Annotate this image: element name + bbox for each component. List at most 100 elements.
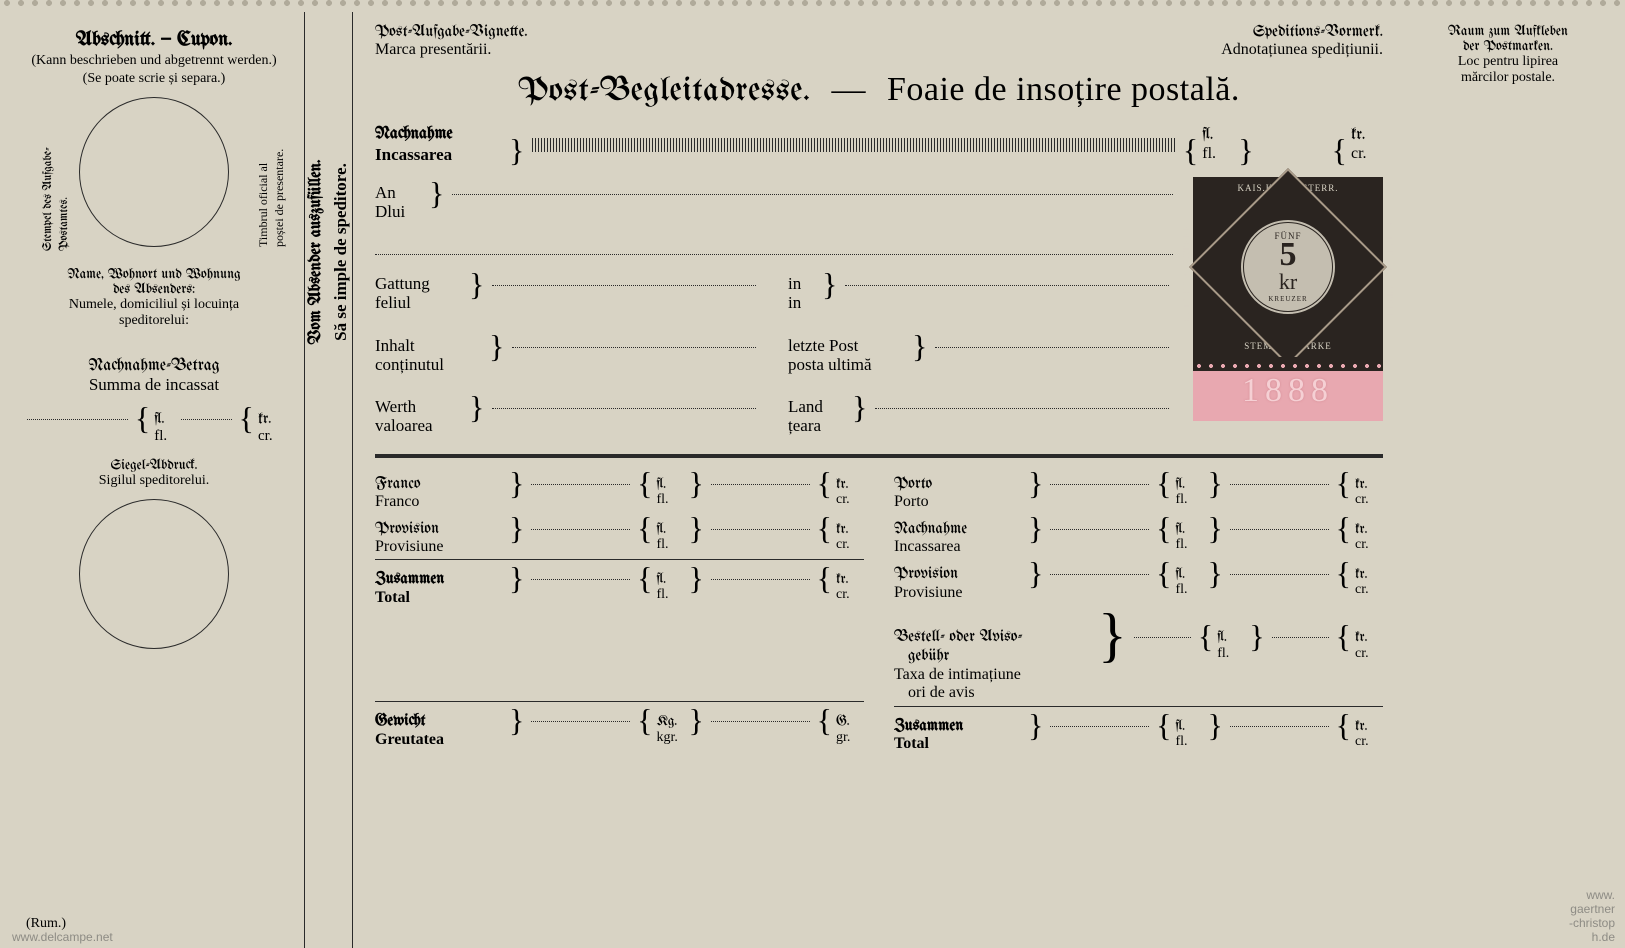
coupon-column: Abschnitt. — Cupon. (Kann beschrieben un… [0,12,305,948]
in-de: in [788,275,818,294]
land-fill [875,408,1169,409]
nc-fl-de: fl. [1202,127,1234,145]
r-provision-ro: Provisiune [894,584,1024,602]
letzte-de: letzte Post [788,337,908,356]
stamp-kreuzer: KREUZER [1268,295,1307,303]
stampnote-de2: der Postmarken. [1413,39,1603,54]
nc-cr-ro: cr. [1351,145,1383,163]
an-ro: Dlui [375,203,425,222]
stamp-value: 5 [1280,241,1297,270]
provision-ro: Provisiune [375,538,505,556]
zusammen-ro: Total [375,589,505,607]
main-column: Post-Aufgabe-Vignette. Marca presentării… [353,12,1405,948]
werth-ro: valoarea [375,417,465,436]
gattung-de: Gattung [375,275,465,294]
sender-de2: des Absenders: [24,282,284,297]
werth-fill [492,408,756,409]
siegel-ro: Sigilul speditorelui. [24,473,284,489]
revenue-stamp: KAIS.KÖN. ÖSTERR. STEMPEL MARKE KAIS.KÖN… [1193,177,1383,427]
stamp-note-column: Raum zum Aufkleben der Postmarken. Loc p… [1405,12,1625,948]
watermark-gaertner: www. gaertner -christop h.de [1569,888,1615,944]
watermark-delcampe: www.delcampe.net [12,930,113,944]
stamp-label-ro2: poștei de presentare. [272,149,288,247]
stamp-year: 1888 [1242,372,1334,410]
gattung-ro: feliul [375,294,465,313]
sender-ro2: speditorelui: [24,313,284,329]
header-right-ro: Adnotațiunea spedițiunii. [1221,41,1383,59]
r-zusammen-de: Zusammen [894,718,1024,736]
stampnote-de1: Raum zum Aufkleben [1413,24,1603,39]
an-de: An [375,184,425,203]
sender-ro1: Numele, domiciliul și locuința [24,297,284,313]
r-zusammen-ro: Total [894,735,1024,753]
nachnahme-betrag-de: Nachnahme-Betrag [88,358,219,375]
bestell-ro2: ori de avis [908,684,1094,702]
inhalt-de: Inhalt [375,337,485,356]
coupon-kr-de: kr. [258,411,284,428]
r-provision-de: Provision [894,566,1024,584]
r-nachnahme-de: Nachnahme [894,521,1024,539]
nachnahme-de: Nachnahme [375,125,505,145]
header-left-ro: Marca presentării. [375,41,528,59]
title-de: Post-Begleitadresse. [518,73,810,109]
coupon-cr-ro: cr. [258,428,284,445]
gewicht-de: Gewicht [375,713,505,731]
letzte-ro: posta ultimă [788,356,908,375]
perforation-edge [0,0,1625,10]
stamp-frame-left: KAIS.KÖN. ÖSTERR. [1182,221,1192,322]
coupon-fl-de: fl. [154,411,178,428]
an-line1 [452,194,1173,195]
rotated-ro: Să se imple de speditore. [329,160,353,345]
franco-ro: Franco [375,493,505,511]
bestell-de2: gebühr [908,648,1094,666]
stamp-frame-right: KAIS.KÖN. ÖSTERR. [1384,221,1394,322]
nachnahme-fill [532,138,1175,152]
stamp-kr: kr [1279,269,1297,295]
coupon-sub-ro: (Se poate scrie și separa.) [24,71,284,87]
in-fill [845,285,1169,286]
letzte-fill [935,347,1169,348]
nc-fl-ro: fl. [1202,145,1234,163]
bestell-ro1: Taxa de intimațiune [894,666,1094,684]
nachnahme-ro: Incassarea [375,145,505,165]
title-ro: Foaie de insoțire postală. [887,71,1240,108]
inhalt-fill [512,347,756,348]
header-left-de: Post-Aufgabe-Vignette. [375,24,528,41]
stamp-label-ro1: Timbrul oficial al [256,149,272,247]
header-right-de: Speditions-Vormerk. [1221,24,1383,41]
siegel-de: Siegel-Abdruck. [24,458,284,473]
stampnote-ro2: mărcilor postale. [1413,70,1603,86]
franco-de: Franco [375,476,505,494]
an-line2 [375,239,1173,255]
nachnahme-betrag-ro: Summa de incassat [24,375,284,395]
porto-de: Porto [894,476,1024,494]
postal-dispatch-form: Abschnitt. — Cupon. (Kann beschrieben un… [0,0,1625,948]
land-de: Land [788,398,848,417]
stamp-label-de2: Postamtes. [58,147,74,251]
calc-left-block: Franco Franco }{ fl.fl. }{ kr.cr. Provis… [375,468,864,755]
sender-de1: Name, Wohnort und Wohnung [24,267,284,282]
gewicht-ro: Greutatea [375,731,505,749]
inhalt-ro: conținutul [375,356,485,375]
porto-ro: Porto [894,493,1024,511]
zusammen-de: Zusammen [375,571,505,589]
provision-de: Provision [375,521,505,539]
stamp-label-de1: Stempel des Aufgabe- [42,147,58,251]
coupon-title: Abschnitt. — Cupon. [24,30,284,51]
main-divider [375,454,1383,458]
in-ro: in [788,294,818,313]
rotated-de: Vom Absender auszufüllen. [305,160,329,345]
land-ro: țeara [788,417,848,436]
sender-fill-column: Vom Absender auszufüllen. Să se imple de… [305,12,353,948]
coupon-sub-de: (Kann beschrieben und abgetrennt werden.… [24,53,284,69]
r-nachnahme-ro: Incassarea [894,538,1024,556]
bestell-de1: Bestell- oder Aviso- [894,629,1094,647]
stampnote-ro1: Loc pentru lipirea [1413,54,1603,70]
coupon-fl-ro: fl. [154,428,178,445]
werth-de: Werth [375,398,465,417]
seal-circle [79,499,229,649]
gattung-fill [492,285,756,286]
nc-kr-de: kr. [1351,127,1383,145]
calc-right-block: Porto Porto }{ fl.fl. }{ kr.cr. Nachnahm… [894,468,1383,755]
office-stamp-circle [79,97,229,247]
